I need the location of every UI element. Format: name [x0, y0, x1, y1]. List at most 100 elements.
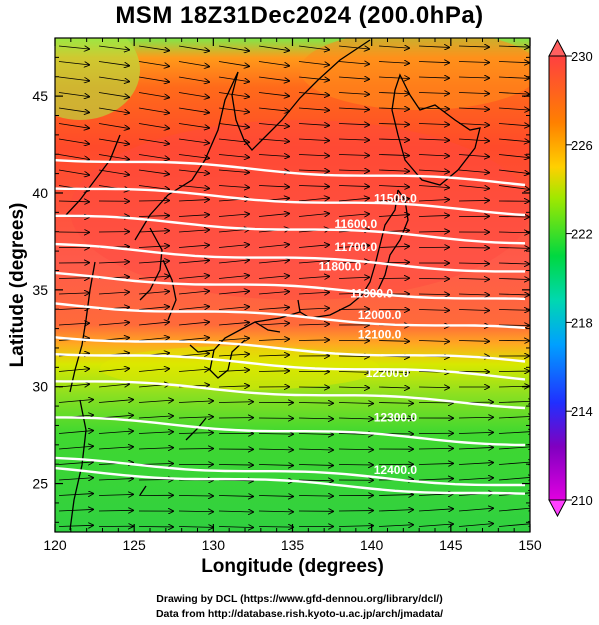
height-contours: [55, 159, 526, 495]
wind-arrow: [338, 387, 369, 388]
wind-arrow: [338, 277, 369, 278]
wind-arrow: [458, 294, 489, 295]
wind-arrow: [298, 139, 329, 141]
x-tick-label: 125: [122, 537, 146, 553]
wind-arrow: [458, 186, 489, 189]
wind-arrow: [498, 508, 530, 511]
y-tick-label: 40: [32, 185, 48, 201]
wind-arrow: [298, 186, 329, 187]
wind-arrow: [418, 463, 453, 464]
wind-arrow: [258, 61, 289, 66]
wind-arrow: [218, 291, 249, 294]
wind-arrow: [338, 526, 373, 527]
wind-arrow: [218, 45, 249, 51]
wind-arrow: [58, 494, 93, 496]
wind-arrow: [418, 310, 449, 311]
contour-line: [55, 353, 526, 381]
wind-arrow: [418, 448, 453, 449]
wind-arrow: [378, 62, 409, 64]
wind-arrow: [498, 93, 529, 95]
contour-labels: 11500.0 11600.0 11700.0 11800.0 11900.0 12000…: [319, 192, 418, 477]
wind-arrow: [498, 108, 529, 110]
wind-arrow: [138, 138, 169, 144]
wind-arrow: [138, 369, 169, 372]
wind-arrow: [418, 155, 449, 157]
wind-arrow: [498, 139, 529, 142]
wind-arrow: [298, 93, 329, 96]
wind-arrow: [138, 61, 169, 67]
contour-label: 11500.0: [374, 192, 417, 206]
contour-label: 12000.0: [358, 308, 402, 322]
wind-arrow: [218, 496, 253, 497]
contour-label: 11700.0: [334, 240, 377, 254]
contour-line: [55, 336, 526, 363]
wind-arrow: [498, 248, 529, 249]
wind-arrow: [98, 400, 133, 403]
wind-arrow: [498, 416, 530, 418]
wind-arrow: [378, 372, 409, 373]
wind-arrow: [258, 107, 289, 111]
wind-arrow: [178, 260, 209, 263]
wind-arrow: [58, 138, 89, 144]
wind-arrow: [58, 462, 93, 465]
wind-arrow: [98, 322, 129, 325]
wind-arrow: [218, 307, 249, 310]
wind-arrow: [58, 323, 89, 325]
contour-label: 11800.0: [319, 259, 362, 273]
contour-label: 11900.0: [350, 287, 393, 301]
wind-arrow: [338, 403, 373, 404]
x-axis: 120 125 130 135 140 145 150: [43, 38, 542, 553]
wind-arrow: [58, 76, 89, 81]
orange-lobe-n: [300, 38, 530, 110]
x-tick-label: 135: [281, 537, 305, 553]
wind-arrow: [418, 77, 449, 78]
wind-arrow: [178, 353, 209, 356]
contour-line: [55, 466, 526, 495]
wind-arrow: [458, 508, 493, 511]
wind-arrow: [218, 338, 249, 340]
wind-arrow: [178, 245, 209, 247]
wind-arrow: [498, 524, 530, 527]
wind-arrow: [218, 370, 249, 372]
wind-arrow: [98, 431, 133, 433]
wind-arrow: [138, 338, 169, 341]
y-tick-label: 35: [32, 282, 48, 298]
wind-arrow: [378, 46, 409, 48]
wind-arrow: [98, 45, 129, 50]
wind-arrow: [258, 139, 289, 141]
wind-arrow: [378, 387, 409, 388]
wind-arrow: [498, 462, 530, 465]
wind-arrow: [138, 246, 169, 248]
wind-arrow: [58, 201, 89, 202]
wind-arrow: [58, 525, 93, 526]
wind-arrow: [58, 369, 89, 372]
wind-arrow: [98, 123, 129, 129]
wind-arrow: [98, 138, 129, 144]
wind-arrow: [338, 186, 369, 187]
wind-arrow: [258, 323, 289, 325]
wind-arrow: [458, 62, 489, 63]
wind-arrow: [338, 245, 369, 247]
wind-arrow: [418, 294, 449, 295]
wind-arrow: [298, 418, 333, 419]
wind-arrow: [498, 77, 529, 78]
wind-arrow: [338, 124, 369, 125]
wind-arrow: [178, 338, 209, 341]
wind-arrow: [218, 61, 249, 67]
wind-arrow: [178, 215, 209, 217]
wind-arrow: [378, 139, 409, 140]
wind-arrow: [418, 186, 449, 188]
wind-arrow: [418, 124, 449, 125]
wind-arrow: [258, 496, 293, 497]
cool-lobe-nw: [55, 38, 140, 120]
wind-arrow: [378, 403, 413, 404]
wind-arrow: [258, 339, 289, 340]
colorbar-tick-label: 226: [571, 138, 593, 153]
contour-line: [55, 242, 525, 273]
wind-arrow: [498, 232, 529, 233]
wind-arrow: [258, 434, 293, 435]
wind-arrow: [218, 402, 253, 403]
wind-arrow: [178, 138, 209, 143]
wind-arrow: [498, 217, 529, 218]
wind-arrow: [458, 108, 489, 109]
